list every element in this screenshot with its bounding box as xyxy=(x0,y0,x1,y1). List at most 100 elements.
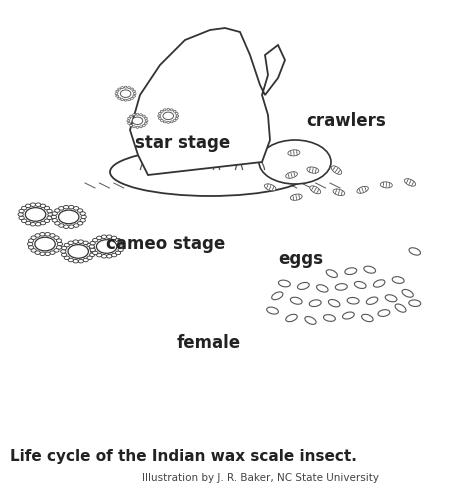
Ellipse shape xyxy=(51,215,56,219)
Ellipse shape xyxy=(333,189,345,196)
Ellipse shape xyxy=(35,234,40,237)
Ellipse shape xyxy=(47,216,52,219)
Ellipse shape xyxy=(111,236,117,240)
Ellipse shape xyxy=(116,95,118,97)
Ellipse shape xyxy=(107,235,112,239)
Ellipse shape xyxy=(80,212,85,215)
Ellipse shape xyxy=(59,224,64,227)
Ellipse shape xyxy=(90,242,95,245)
Ellipse shape xyxy=(19,210,24,213)
Ellipse shape xyxy=(69,225,74,228)
Ellipse shape xyxy=(83,241,88,245)
Ellipse shape xyxy=(90,253,95,256)
Ellipse shape xyxy=(77,209,83,212)
Ellipse shape xyxy=(136,113,139,115)
Ellipse shape xyxy=(30,222,36,226)
Ellipse shape xyxy=(409,248,420,255)
Ellipse shape xyxy=(139,114,142,116)
Ellipse shape xyxy=(133,126,136,128)
Ellipse shape xyxy=(121,87,124,89)
Ellipse shape xyxy=(101,254,107,258)
Ellipse shape xyxy=(345,268,357,275)
Ellipse shape xyxy=(31,236,36,240)
Ellipse shape xyxy=(26,221,31,225)
Ellipse shape xyxy=(380,182,392,188)
Ellipse shape xyxy=(385,295,397,302)
Ellipse shape xyxy=(326,270,337,278)
Ellipse shape xyxy=(55,209,60,212)
Ellipse shape xyxy=(115,93,118,95)
Ellipse shape xyxy=(54,248,59,252)
Ellipse shape xyxy=(128,87,130,89)
Ellipse shape xyxy=(343,312,354,319)
Ellipse shape xyxy=(81,215,86,219)
Ellipse shape xyxy=(89,245,94,248)
Ellipse shape xyxy=(127,120,130,122)
Ellipse shape xyxy=(129,115,132,117)
Ellipse shape xyxy=(310,186,320,194)
Ellipse shape xyxy=(176,115,179,117)
Ellipse shape xyxy=(115,251,121,255)
Ellipse shape xyxy=(317,285,328,292)
Ellipse shape xyxy=(128,122,130,124)
Ellipse shape xyxy=(272,292,283,300)
Ellipse shape xyxy=(80,218,85,222)
Ellipse shape xyxy=(120,90,131,98)
Ellipse shape xyxy=(25,208,46,221)
Text: eggs: eggs xyxy=(279,250,323,268)
Ellipse shape xyxy=(395,304,406,312)
Ellipse shape xyxy=(307,167,319,173)
Ellipse shape xyxy=(56,239,62,243)
Ellipse shape xyxy=(133,114,136,116)
Ellipse shape xyxy=(36,203,41,207)
Ellipse shape xyxy=(118,242,123,245)
Ellipse shape xyxy=(286,172,297,178)
Ellipse shape xyxy=(45,252,50,255)
Ellipse shape xyxy=(101,235,107,239)
Ellipse shape xyxy=(83,258,88,262)
Ellipse shape xyxy=(378,310,390,317)
Ellipse shape xyxy=(139,126,142,128)
Ellipse shape xyxy=(291,297,302,304)
Ellipse shape xyxy=(87,243,92,247)
Ellipse shape xyxy=(164,121,166,123)
Ellipse shape xyxy=(118,248,123,251)
Ellipse shape xyxy=(132,117,143,125)
Ellipse shape xyxy=(61,249,66,253)
Ellipse shape xyxy=(259,140,331,184)
Ellipse shape xyxy=(175,112,178,114)
Ellipse shape xyxy=(158,117,161,119)
Ellipse shape xyxy=(129,124,132,126)
Ellipse shape xyxy=(145,117,147,119)
Ellipse shape xyxy=(160,119,163,121)
Ellipse shape xyxy=(97,253,102,257)
Ellipse shape xyxy=(331,166,342,175)
Ellipse shape xyxy=(167,121,170,123)
Ellipse shape xyxy=(402,289,413,297)
Ellipse shape xyxy=(91,249,96,253)
Ellipse shape xyxy=(264,184,276,191)
Ellipse shape xyxy=(68,241,73,245)
Ellipse shape xyxy=(170,109,173,111)
Text: female: female xyxy=(176,334,241,352)
Ellipse shape xyxy=(59,207,64,210)
Ellipse shape xyxy=(143,124,146,126)
Polygon shape xyxy=(130,28,285,175)
Ellipse shape xyxy=(160,110,163,112)
Ellipse shape xyxy=(143,115,146,117)
Ellipse shape xyxy=(121,99,124,101)
Ellipse shape xyxy=(309,300,321,307)
Ellipse shape xyxy=(357,186,368,193)
Ellipse shape xyxy=(40,233,45,236)
Ellipse shape xyxy=(364,266,375,273)
Ellipse shape xyxy=(167,108,170,110)
Ellipse shape xyxy=(158,112,161,114)
Ellipse shape xyxy=(44,206,50,210)
Ellipse shape xyxy=(97,236,102,240)
Ellipse shape xyxy=(133,95,136,97)
Ellipse shape xyxy=(35,251,40,254)
Ellipse shape xyxy=(133,90,136,92)
Ellipse shape xyxy=(50,234,55,237)
Ellipse shape xyxy=(68,258,73,262)
Ellipse shape xyxy=(64,225,69,228)
